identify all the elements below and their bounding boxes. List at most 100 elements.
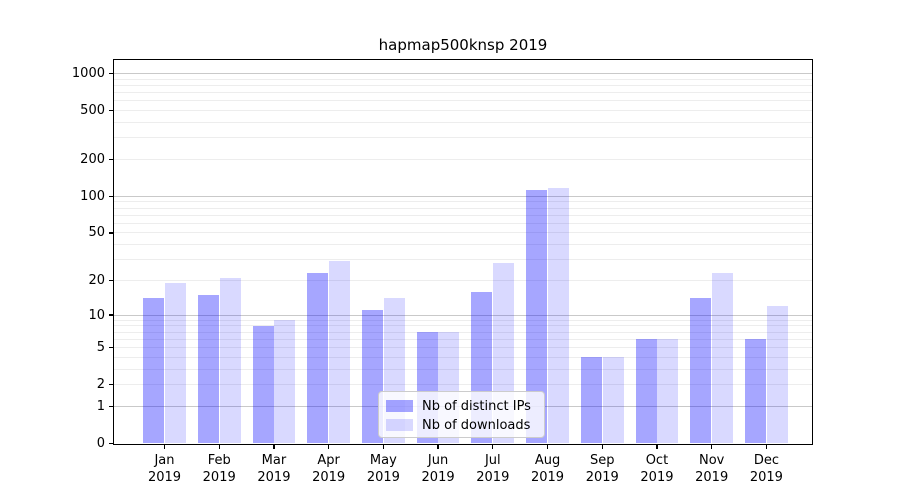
x-tick-mark-nov (711, 445, 713, 449)
y-tick-label-2: 2 (96, 377, 105, 393)
chart-title: hapmap500knsp 2019 (378, 36, 548, 54)
major-gridline-100 (114, 195, 812, 197)
minor-gridline-3 (114, 368, 812, 370)
y-tick-label-500: 500 (80, 103, 105, 119)
bar-distinct-ips-may (361, 310, 383, 444)
y-tick-label-10: 10 (88, 307, 105, 323)
x-tick-mark-feb (218, 445, 220, 449)
legend-label-distinct-ips: Nb of distinct IPs (422, 398, 531, 414)
major-gridline-10 (114, 314, 812, 316)
minor-gridline-5 (114, 347, 812, 349)
x-tick-label-aug: Aug 2019 (530, 452, 565, 485)
x-tick-mark-jun (437, 445, 439, 449)
bar-downloads-oct (657, 339, 679, 444)
minor-gridline-8 (114, 325, 812, 327)
y-tick-mark-200 (109, 158, 113, 161)
bar-distinct-ips-mar (252, 325, 274, 444)
minor-gridline-7 (114, 331, 812, 333)
bar-distinct-ips-jan (143, 298, 165, 444)
x-tick-label-dec: Dec 2019 (749, 452, 783, 485)
y-tick-label-100: 100 (80, 188, 105, 204)
y-tick-mark-1 (109, 405, 113, 407)
y-tick-mark-2 (109, 384, 113, 386)
bar-distinct-ips-apr (307, 273, 329, 444)
y-tick-label-5: 5 (96, 340, 105, 356)
bar-downloads-aug (547, 188, 569, 444)
y-tick-mark-10 (109, 314, 113, 316)
minor-gridline-200 (114, 158, 812, 160)
legend-swatch-distinct-ips (386, 400, 413, 412)
minor-gridline-900 (114, 78, 812, 80)
bar-downloads-sep (602, 357, 624, 444)
x-tick-label-mar: Mar 2019 (257, 452, 291, 485)
bar-downloads-dec (766, 306, 788, 444)
minor-gridline-60 (114, 222, 812, 224)
minor-gridline-20 (114, 279, 812, 281)
x-tick-label-sep: Sep 2019 (585, 452, 619, 485)
x-tick-mark-oct (656, 445, 658, 449)
y-tick-mark-5 (109, 346, 113, 349)
minor-gridline-800 (114, 84, 812, 86)
x-tick-mark-apr (328, 445, 330, 449)
y-tick-label-50: 50 (88, 225, 105, 241)
bar-distinct-ips-aug (526, 189, 548, 444)
x-tick-label-feb: Feb 2019 (202, 452, 236, 485)
y-tick-mark-20 (109, 279, 113, 282)
x-tick-mark-mar (273, 445, 275, 449)
x-tick-mark-jul (492, 445, 494, 449)
bar-downloads-apr (329, 261, 351, 444)
x-tick-mark-may (382, 445, 384, 449)
y-tick-mark-50 (109, 232, 113, 234)
minor-gridline-50 (114, 232, 812, 234)
y-tick-mark-500 (109, 109, 113, 112)
y-tick-mark-0 (109, 442, 113, 445)
x-tick-label-jun: Jun 2019 (421, 452, 455, 485)
x-tick-label-apr: Apr 2019 (312, 452, 346, 485)
bar-distinct-ips-sep (580, 357, 602, 444)
x-tick-label-jul: Jul 2019 (476, 452, 510, 485)
bar-downloads-nov (712, 273, 734, 444)
minor-gridline-700 (114, 92, 812, 94)
y-tick-mark-1000 (109, 72, 113, 75)
legend-label-downloads: Nb of downloads (422, 417, 531, 433)
legend-item-downloads: Nb of downloads (386, 416, 537, 434)
y-tick-label-200: 200 (80, 151, 105, 167)
minor-gridline-300 (114, 137, 812, 139)
y-tick-label-20: 20 (88, 272, 105, 288)
x-tick-label-may: May 2019 (366, 452, 400, 485)
legend-swatch-downloads (386, 419, 413, 431)
bar-downloads-jan (164, 283, 186, 444)
major-gridline-1000 (114, 73, 812, 74)
bar-downloads-feb (219, 277, 241, 444)
bar-distinct-ips-nov (690, 298, 712, 444)
bar-distinct-ips-feb (197, 295, 219, 444)
x-tick-label-jan: Jan 2019 (147, 452, 182, 485)
minor-gridline-400 (114, 121, 812, 123)
minor-gridline-600 (114, 100, 812, 102)
minor-gridline-500 (114, 110, 812, 112)
y-tick-label-1000: 1000 (71, 66, 105, 81)
x-tick-mark-aug (546, 445, 549, 449)
x-tick-mark-jan (163, 445, 166, 449)
bar-distinct-ips-oct (635, 339, 657, 444)
legend: Nb of distinct IPs Nb of downloads (378, 391, 545, 438)
y-tick-label-0: 0 (96, 436, 105, 451)
y-tick-mark-100 (109, 195, 113, 197)
plot-area-border (113, 59, 813, 445)
minor-gridline-90 (114, 201, 812, 203)
minor-gridline-4 (114, 356, 812, 358)
y-tick-label-1: 1 (96, 398, 105, 414)
minor-gridline-9 (114, 319, 812, 321)
x-tick-label-nov: Nov 2019 (695, 452, 729, 485)
bar-downloads-mar (274, 320, 296, 444)
minor-gridline-6 (114, 338, 812, 340)
x-tick-mark-dec (765, 445, 767, 449)
x-tick-mark-sep (601, 445, 603, 449)
minor-gridline-30 (114, 259, 812, 261)
minor-gridline-70 (114, 214, 812, 216)
minor-gridline-40 (114, 244, 812, 246)
legend-item-distinct-ips: Nb of distinct IPs (386, 397, 537, 415)
minor-gridline-2 (114, 384, 812, 386)
x-tick-label-oct: Oct 2019 (640, 452, 674, 485)
